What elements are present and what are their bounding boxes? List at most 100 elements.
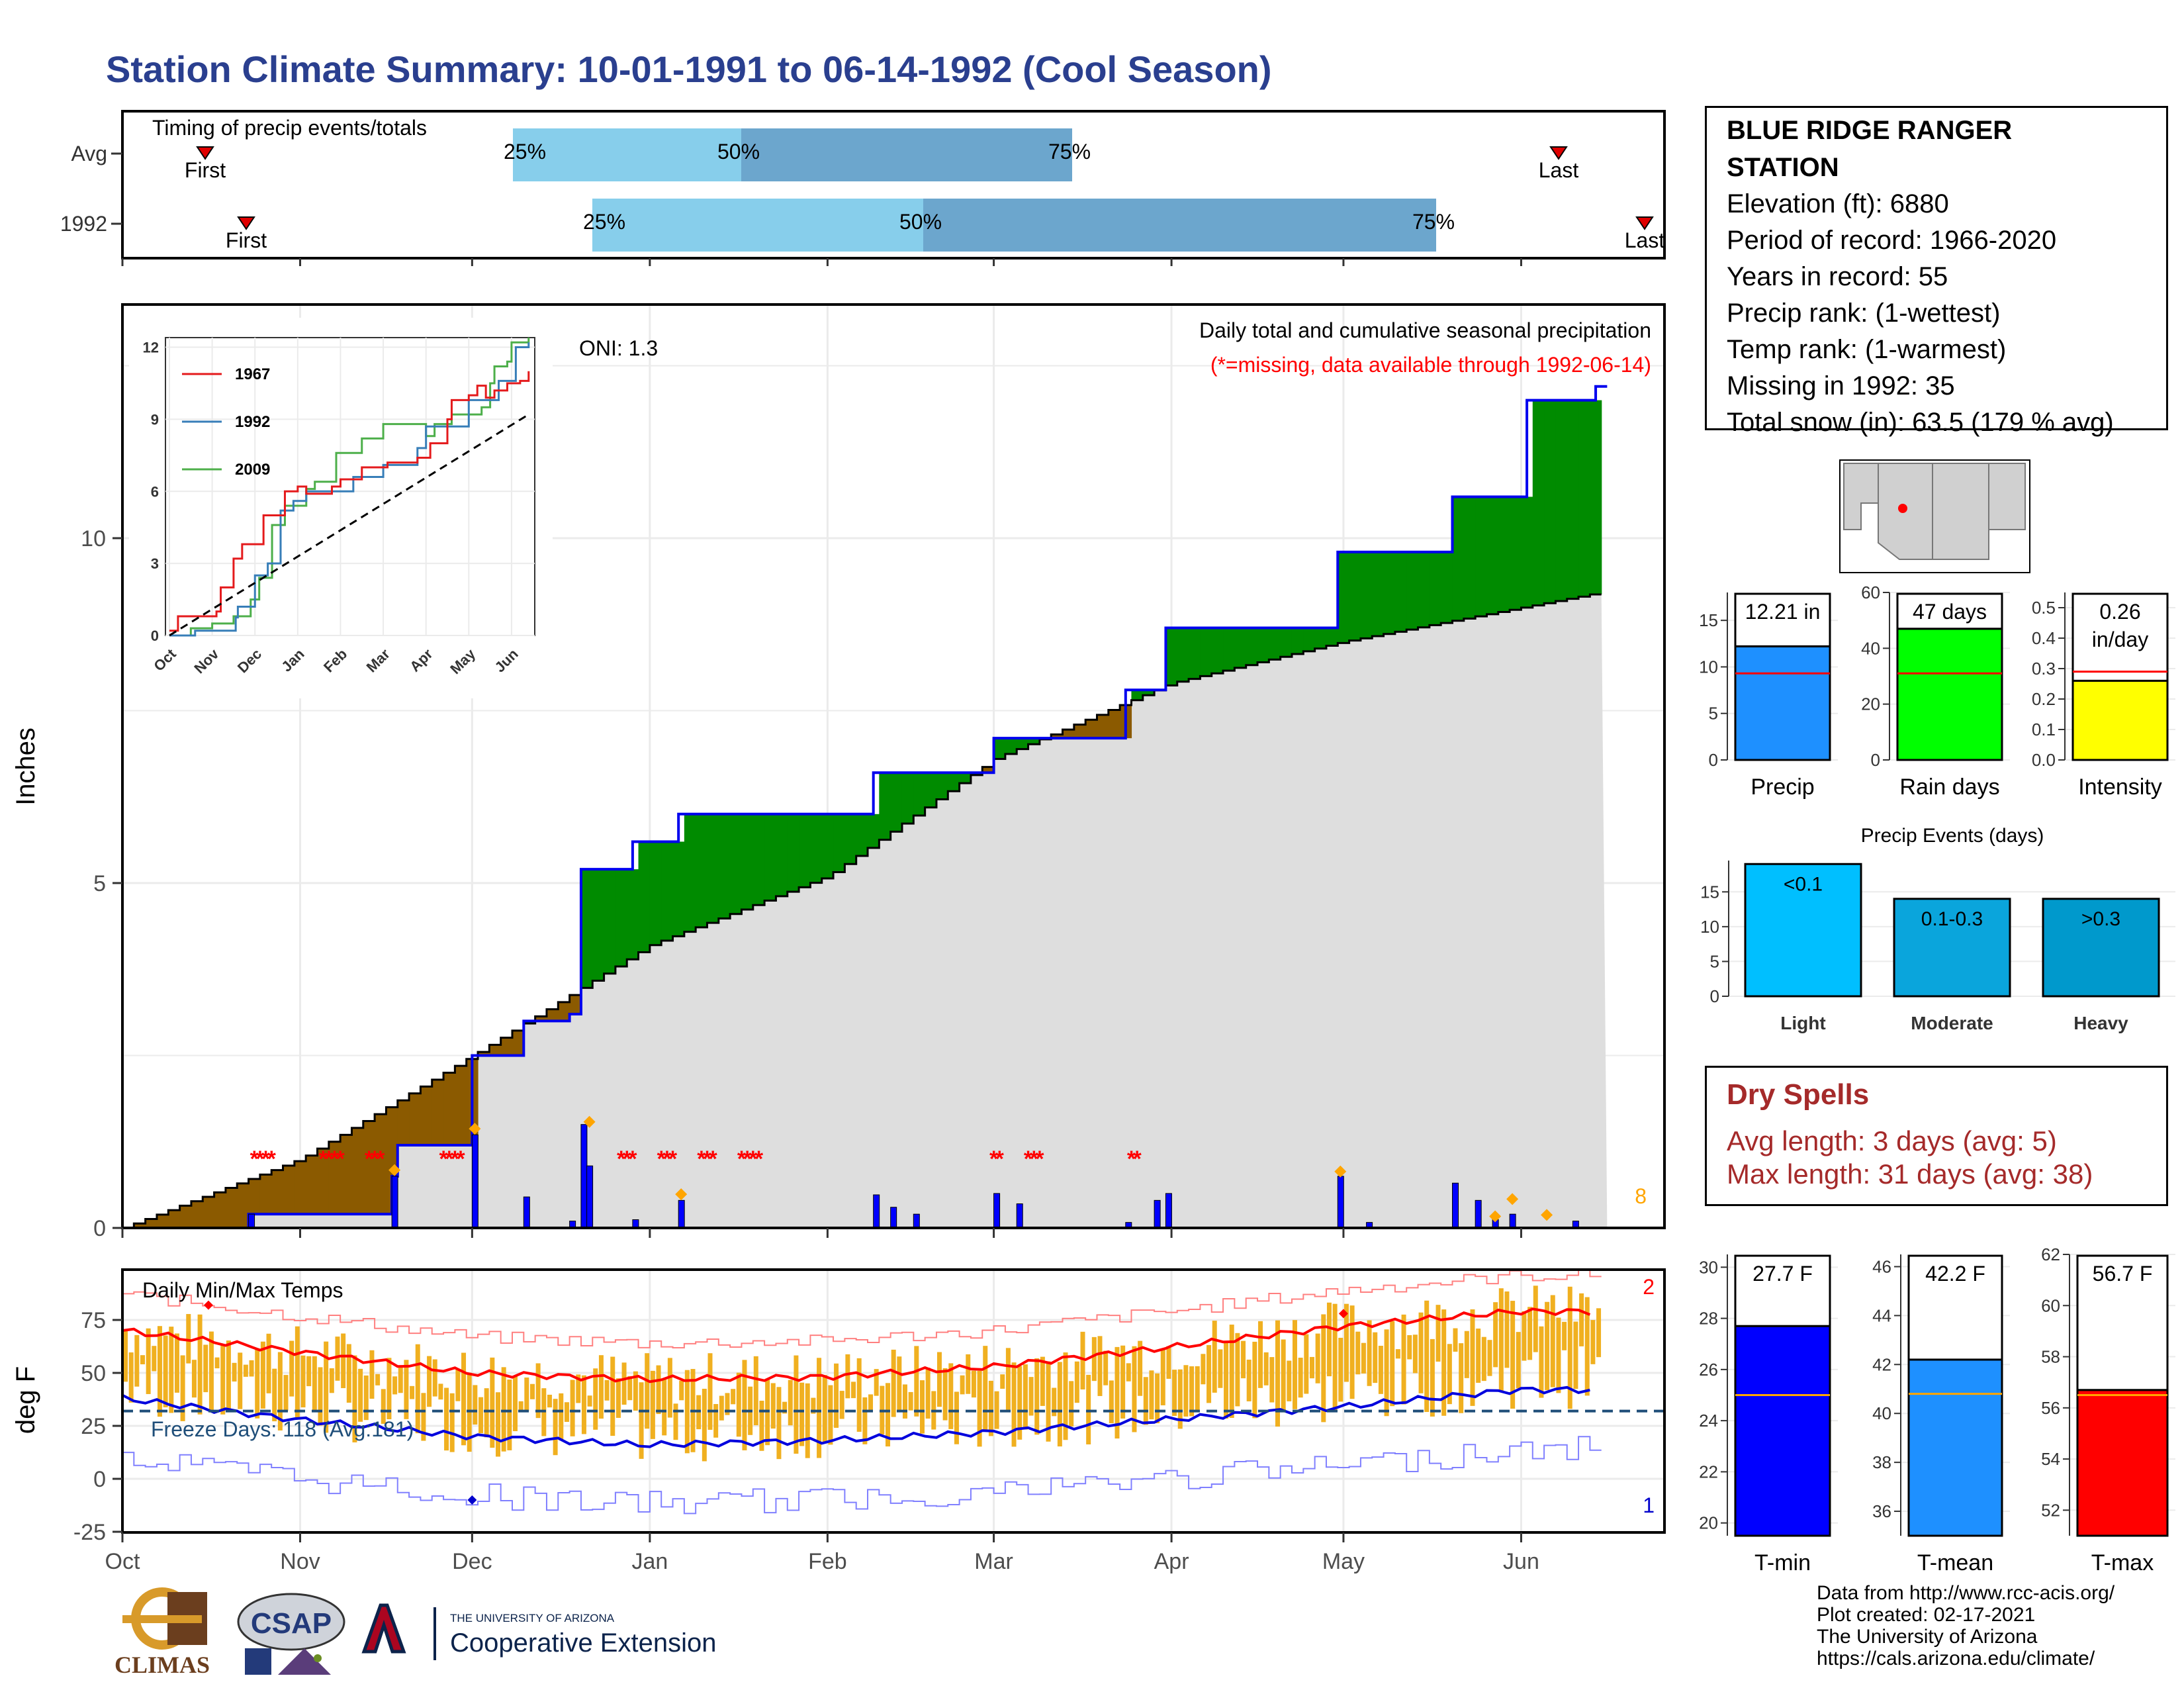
missing-asterisk: * <box>456 1147 465 1172</box>
daily-temp-bar <box>725 1393 730 1415</box>
dry-spells-max: Max length: 31 days (avg: 38) <box>1727 1158 2093 1190</box>
daily-temp-bar <box>1459 1343 1464 1413</box>
record-min-line <box>122 1436 1602 1515</box>
summary-y-tick-label: 40 <box>1861 638 1880 658</box>
daily-temp-bar <box>874 1369 879 1396</box>
events-y-tick-label: 15 <box>1700 882 1719 902</box>
summary-y-tick-label: 56 <box>2041 1398 2060 1418</box>
daily-temp-bar <box>421 1393 426 1441</box>
inset-legend-label: 1967 <box>235 365 270 383</box>
avg-cumulative-area <box>122 594 1608 1228</box>
missing-asterisk: * <box>657 1147 666 1172</box>
daily-temp-bar <box>759 1401 764 1451</box>
daily-temp-bar <box>518 1401 523 1411</box>
daily-temp-bar <box>994 1391 999 1429</box>
daily-temp-bar <box>478 1397 484 1434</box>
deficit-area <box>409 1093 422 1145</box>
daily-temp-bar <box>1189 1366 1195 1417</box>
deficit-area <box>1108 710 1120 739</box>
daily-temp-bar <box>1195 1366 1200 1411</box>
csap-logo-text: CSAP <box>251 1607 332 1640</box>
daily-temp-bar <box>1304 1334 1309 1394</box>
deficit-area <box>225 1188 238 1228</box>
daily-temp-bar <box>1023 1364 1028 1430</box>
daily-temp-bar <box>220 1345 226 1415</box>
deficit-area <box>982 767 995 773</box>
precip-missing-note: (*=missing, data available through 1992-… <box>1210 353 1651 377</box>
surplus-area <box>1142 690 1155 696</box>
month-tick-label: Jan <box>631 1549 668 1574</box>
daily-temp-bar <box>1338 1337 1343 1402</box>
daily-temp-bar <box>1258 1321 1263 1388</box>
temp-y-tick-label: 0 <box>93 1467 106 1492</box>
daily-temp-bar <box>1126 1363 1131 1382</box>
summary-y-tick-label: 30 <box>1699 1257 1718 1277</box>
daily-temp-bar <box>1476 1329 1481 1383</box>
daily-temp-bar <box>1596 1308 1602 1358</box>
missing-asterisk: * <box>324 1147 334 1172</box>
daily-temp-bar <box>1103 1350 1109 1385</box>
avg-min-line <box>122 1385 1590 1448</box>
daily-temp-bar <box>954 1391 959 1444</box>
summary-y-tick-label: 54 <box>2041 1449 2060 1469</box>
summary-bar-remainder <box>1896 592 2003 630</box>
daily-temp-bar <box>770 1383 776 1429</box>
summary-y-tick-label: 26 <box>1699 1360 1718 1380</box>
daily-temp-bar <box>897 1356 902 1411</box>
surplus-area <box>959 773 972 784</box>
daily-temp-bar <box>559 1393 564 1441</box>
daily-precip-bar <box>1154 1199 1161 1229</box>
record-marker <box>203 1300 213 1310</box>
daily-temp-bar <box>461 1352 467 1446</box>
missing-asterisk: * <box>445 1147 454 1172</box>
first-label: First <box>185 158 226 182</box>
daily-temp-bar <box>1355 1331 1361 1375</box>
surplus-area <box>810 814 823 883</box>
surplus-area <box>1211 628 1224 674</box>
dry-spells-avg: Avg length: 3 days (avg: 5) <box>1727 1125 2057 1156</box>
daily-temp-bar <box>535 1363 541 1419</box>
surplus-area <box>1246 628 1258 665</box>
credit-line: https://cals.arizona.edu/climate/ <box>1817 1648 2095 1669</box>
daily-temp-bar <box>1550 1295 1555 1387</box>
daily-temp-bar <box>1166 1346 1171 1379</box>
summary-y-tick-label: 15 <box>1699 610 1718 630</box>
daily-temp-bar <box>1487 1340 1492 1376</box>
daily-temp-bar <box>839 1391 844 1419</box>
first-marker <box>237 216 255 230</box>
precip-y-tick-label: 0 <box>93 1216 106 1241</box>
missing-asterisk: * <box>743 1147 752 1172</box>
daily-temp-bar <box>948 1363 954 1429</box>
daily-temp-bar <box>604 1380 610 1401</box>
daily-temp-bar <box>914 1346 919 1417</box>
summary-y-tick-label: 60 <box>1861 583 1880 602</box>
deficit-area <box>351 1127 364 1215</box>
summary-bar <box>1896 628 2003 761</box>
daily-temp-bar <box>1074 1361 1079 1403</box>
timing-row-label: 1992 <box>60 212 107 236</box>
deficit-area <box>156 1214 169 1228</box>
surplus-area <box>1394 551 1407 632</box>
deficit-area <box>203 1196 215 1228</box>
temp-y-tick-label: 25 <box>81 1414 106 1439</box>
credits: Data from http://www.rcc-acis.org/ Plot … <box>1817 1582 2115 1669</box>
surplus-area <box>684 814 696 932</box>
daily-temp-bar <box>1028 1377 1034 1416</box>
events-x-label: Heavy <box>2073 1013 2128 1033</box>
events-y-tick-label: 10 <box>1700 917 1719 937</box>
daily-temp-bar <box>1097 1336 1103 1396</box>
daily-temp-bar <box>731 1389 736 1405</box>
daily-precip-bar <box>580 1124 588 1229</box>
temp-panel: Daily Min/Max Temps Freeze Days: 118 (Avg… <box>11 1268 1666 1574</box>
surplus-area <box>890 773 903 832</box>
missing-asterisk: * <box>662 1147 672 1172</box>
missing-asterisk: * <box>737 1147 747 1172</box>
daily-temp-bar <box>1183 1365 1189 1417</box>
deficit-area <box>306 1155 318 1215</box>
surplus-area <box>1017 738 1029 749</box>
inset-legend-label: 1992 <box>235 413 270 431</box>
event-marker <box>583 1115 596 1128</box>
daily-temp-bar <box>719 1395 724 1421</box>
missing-asterisk: * <box>749 1147 758 1172</box>
daily-temp-bar <box>128 1352 134 1403</box>
